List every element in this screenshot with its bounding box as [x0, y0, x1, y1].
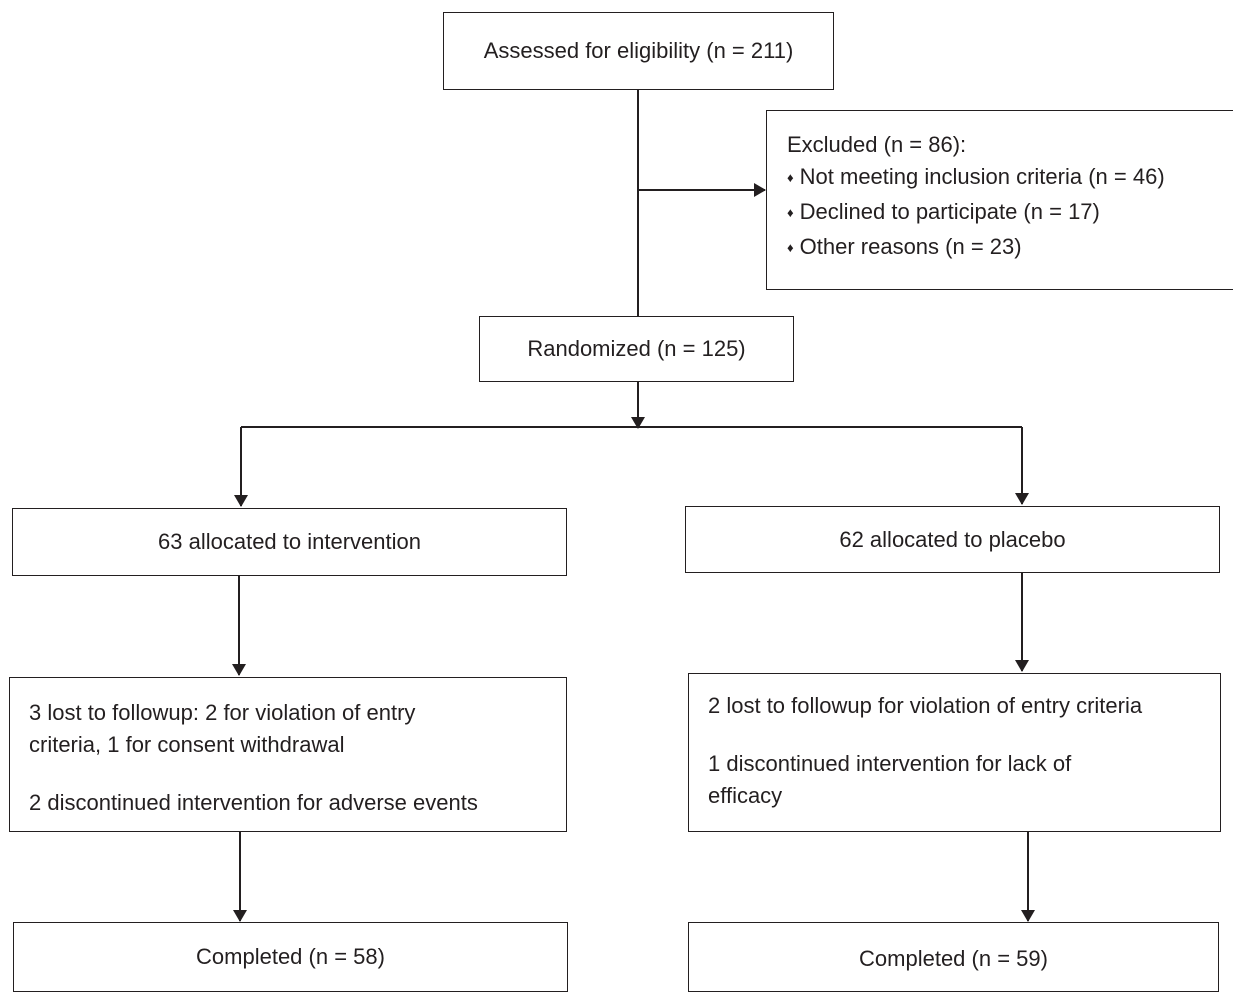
excluded-box: Excluded (n = 86): ♦ Not meeting inclusi…: [766, 110, 1233, 290]
placebo-followup-box: 2 lost to followup for violation of entr…: [688, 673, 1221, 832]
excluded-item-text: Declined to participate (n = 17): [799, 199, 1100, 224]
diamond-bullet-icon: ♦: [787, 205, 794, 220]
randomized-text: Randomized (n = 125): [527, 336, 746, 361]
excluded-title: Excluded (n = 86):: [787, 132, 967, 157]
intervention-allocated-box: 63 allocated to intervention: [12, 508, 567, 576]
excluded-item-text: Not meeting inclusion criteria (n = 46): [799, 164, 1165, 189]
diamond-bullet-icon: ♦: [787, 170, 794, 185]
assessed-box: Assessed for eligibility (n = 211): [443, 12, 834, 90]
intervention-lost-line: 3 lost to followup: 2 for violation of e…: [29, 700, 416, 725]
randomized-box: Randomized (n = 125): [479, 316, 794, 382]
excluded-item-text: Other reasons (n = 23): [799, 234, 1022, 259]
assessed-text: Assessed for eligibility (n = 211): [483, 38, 794, 63]
excluded-item: ♦ Other reasons (n = 23): [787, 231, 1233, 266]
diamond-bullet-icon: ♦: [787, 240, 794, 255]
excluded-item: ♦ Declined to participate (n = 17): [787, 196, 1233, 231]
excluded-item: ♦ Not meeting inclusion criteria (n = 46…: [787, 161, 1233, 196]
placebo-completed-box: Completed (n = 59): [688, 922, 1219, 992]
intervention-completed-text: Completed (n = 58): [196, 944, 385, 969]
placebo-discontinued-line: 1 discontinued intervention for lack of: [708, 751, 1072, 776]
intervention-followup-box: 3 lost to followup: 2 for violation of e…: [9, 677, 567, 832]
placebo-completed-text: Completed (n = 59): [859, 946, 1048, 971]
placebo-discontinued-line: efficacy: [708, 783, 783, 808]
intervention-lost-line: criteria, 1 for consent withdrawal: [29, 732, 345, 757]
placebo-allocated-text: 62 allocated to placebo: [839, 526, 1066, 552]
intervention-allocated-text: 63 allocated to intervention: [158, 529, 421, 554]
placebo-allocated-box: 62 allocated to placebo: [685, 506, 1220, 573]
intervention-completed-box: Completed (n = 58): [13, 922, 568, 992]
intervention-discontinued-text: 2 discontinued intervention for adverse …: [29, 790, 478, 815]
placebo-lost-text: 2 lost to followup for violation of entr…: [708, 693, 1143, 718]
